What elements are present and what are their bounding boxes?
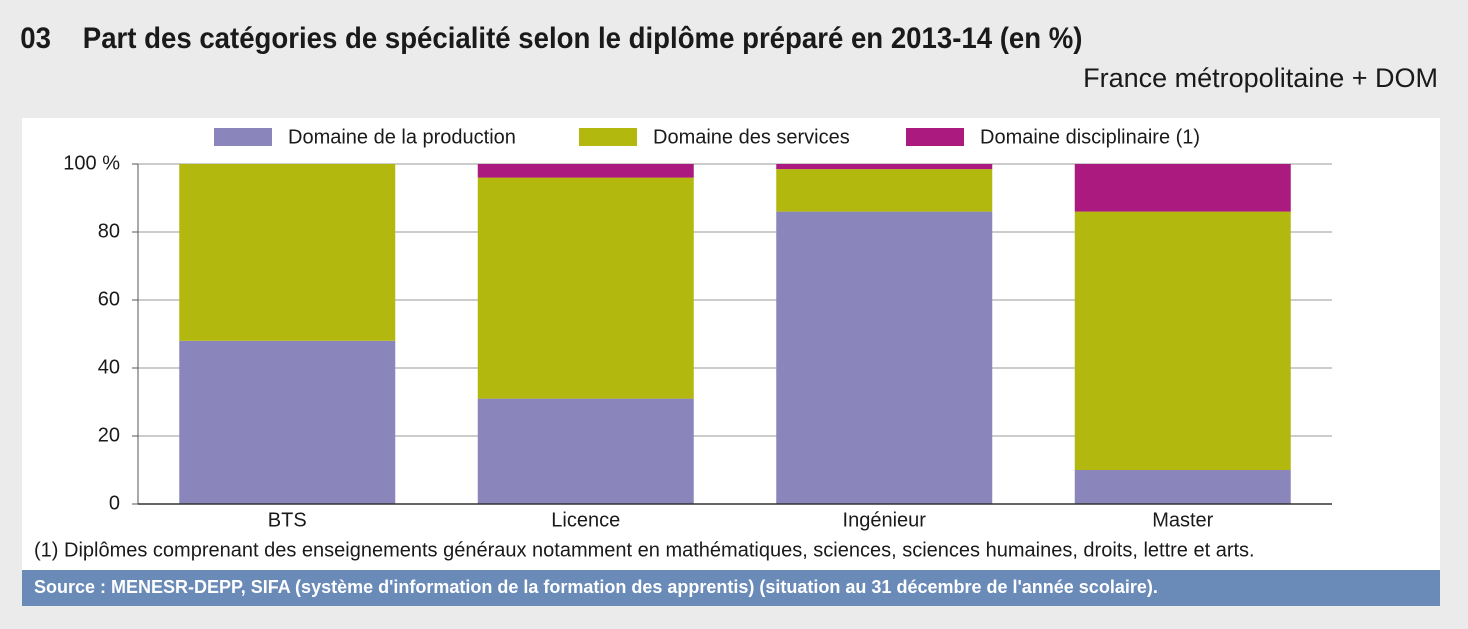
footnote: (1) Diplômes comprenant des enseignement… (34, 539, 1255, 561)
y-tick-label: 20 (98, 424, 120, 446)
bar-segment (477, 164, 694, 178)
y-tick-label: 0 (109, 492, 120, 514)
legend-swatch (906, 128, 964, 146)
bar-segment (776, 164, 993, 170)
y-tick-label: 60 (98, 288, 120, 310)
legend-swatch (214, 128, 272, 146)
bar-segment (1074, 164, 1291, 212)
figure-number: 03 (20, 22, 51, 55)
bar-segment (1074, 211, 1291, 470)
legend-swatch (579, 128, 637, 146)
bar-segment (179, 164, 396, 341)
x-tick-label: Master (1152, 509, 1213, 531)
legend-label: Domaine disciplinaire (1) (980, 126, 1200, 148)
x-tick-label: Ingénieur (843, 509, 927, 531)
bar-segment (1074, 470, 1291, 504)
x-tick-label: BTS (268, 509, 307, 531)
chart-subtitle: France métropolitaine + DOM (1083, 63, 1438, 93)
legend-label: Domaine des services (653, 126, 850, 148)
y-tick-label: 40 (98, 356, 120, 378)
bar-segment (477, 177, 694, 399)
bar-segment (776, 169, 993, 212)
source-bar (22, 570, 1440, 606)
y-tick-label: 80 (98, 220, 120, 242)
y-tick-label: 100 % (63, 152, 120, 174)
legend-label: Domaine de la production (288, 126, 516, 148)
source: Source : MENESR-DEPP, SIFA (système d'in… (34, 577, 1158, 597)
bar-segment (776, 211, 993, 504)
bar-segment (477, 398, 694, 504)
x-tick-label: Licence (551, 509, 620, 531)
chart-title: Part des catégories de spécialité selon … (83, 22, 1083, 55)
bar-segment (179, 340, 396, 504)
